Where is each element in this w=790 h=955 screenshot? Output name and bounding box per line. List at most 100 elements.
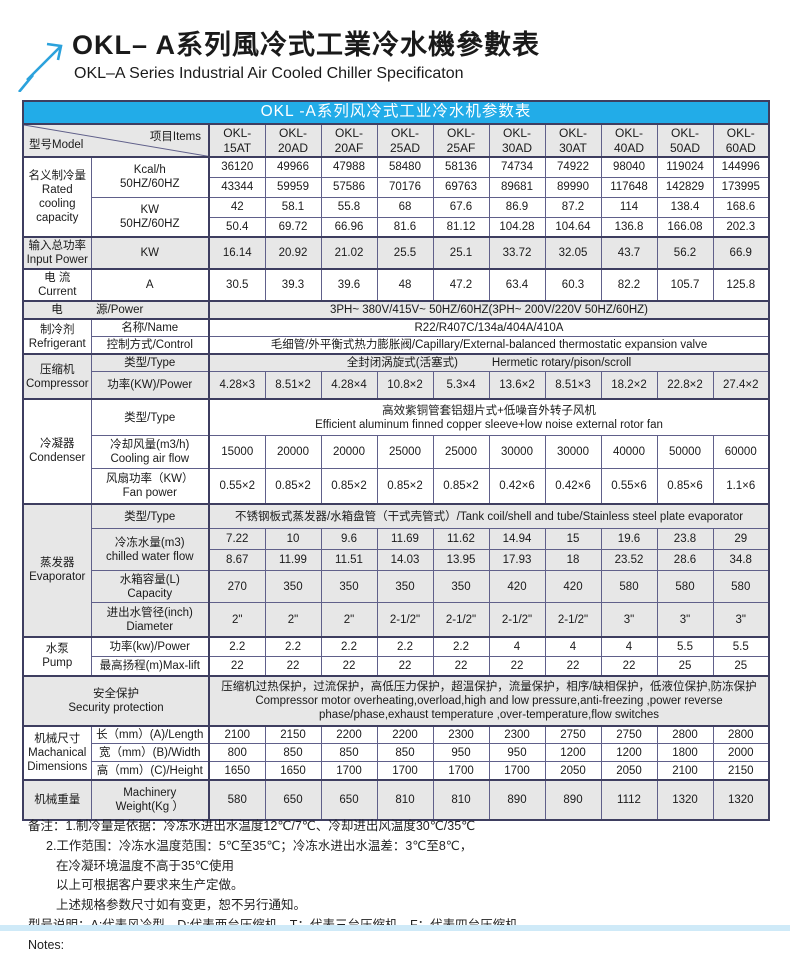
input-power-unit-label: KW (91, 237, 209, 269)
model-header-line: OKL- (548, 126, 599, 141)
pipe-diameter-value: 2" (321, 603, 377, 637)
tank-capacity-value: 580 (713, 571, 769, 603)
height-value: 2050 (545, 762, 601, 780)
condenser-type-value-line: Efficient aluminum finned copper sleeve+… (212, 418, 766, 432)
kw-50hz-value: 168.6 (713, 197, 769, 217)
pipe-diameter-value: 2-1/2" (377, 603, 433, 637)
current-value: 82.2 (601, 269, 657, 301)
model-header-line: 50AD (660, 141, 711, 156)
tank-capacity-label-line: Capacity (94, 587, 207, 601)
input-power-value: 66.9 (713, 237, 769, 269)
condenser-type-value-line: 高效紫铜管套铝翅片式+低噪音外转子风机 (212, 404, 766, 418)
power-supply-label-flex: 电源/Power (24, 303, 208, 317)
compressor-power-value: 13.6×2 (489, 372, 545, 399)
width-value: 850 (377, 744, 433, 762)
kw-50hz-value: 86.9 (489, 197, 545, 217)
kcal-60hz-value: 142829 (657, 177, 713, 197)
compressor-power-label: 功率(KW)/Power (91, 372, 209, 399)
kcal-50hz-value: 58480 (377, 157, 433, 177)
condenser-fan-label-line: 风扇功率（KW） (94, 472, 207, 486)
length-value: 2300 (433, 726, 489, 744)
height-value: 1650 (265, 762, 321, 780)
max-lift-value: 22 (265, 657, 321, 676)
width-value: 1200 (601, 744, 657, 762)
pipe-diameter-value: 3" (601, 603, 657, 637)
kw-50hz-value: 55.8 (321, 197, 377, 217)
width-value: 950 (433, 744, 489, 762)
pipe-diameter-value: 3" (657, 603, 713, 637)
width-value: 800 (209, 744, 265, 762)
security-value-en: Compressor motor overheating,overload,hi… (212, 694, 766, 722)
height-value: 1700 (321, 762, 377, 780)
pump-group-label-line: 水泵 (26, 642, 89, 656)
kw-60hz-value: 69.72 (265, 217, 321, 237)
compressor-power-value: 4.28×4 (321, 372, 377, 399)
evaporator-type-value: 不锈钢板式蒸发器/水箱盘管（干式壳管式）/Tank coil/shell and… (209, 504, 769, 529)
security-value: 压缩机过热保护，过流保护，高低压力保护，超温保护，流量保护，相序/缺相保护，低液… (209, 676, 769, 726)
max-lift-value: 22 (545, 657, 601, 676)
max-lift-value: 22 (601, 657, 657, 676)
evaporator-group-label-line: Evaporator (26, 570, 89, 584)
model-header: OKL-60AD (713, 124, 769, 157)
condenser-airflow-label-line: Cooling air flow (94, 452, 207, 466)
capacity-group-label-line: cooling (26, 197, 89, 211)
fan-power-value: 0.85×6 (657, 469, 713, 504)
weight-value: 810 (433, 780, 489, 820)
security-group-label-line: Security protection (26, 701, 206, 715)
kcal-50hz-value: 74922 (545, 157, 601, 177)
weight-value: 580 (209, 780, 265, 820)
max-lift-value: 25 (713, 657, 769, 676)
weight-value: 890 (545, 780, 601, 820)
chilled-water-flow-value: 11.69 (377, 529, 433, 550)
cooling-air-flow-value: 40000 (601, 436, 657, 469)
weight-value: 890 (489, 780, 545, 820)
fan-power-value: 0.85×2 (377, 469, 433, 504)
pump-power-value: 2.2 (265, 637, 321, 657)
kcal-60hz-value: 43344 (209, 177, 265, 197)
chilled-water-flow-value: 11.62 (433, 529, 489, 550)
dimensions-group-label-line: Machanical (26, 746, 89, 760)
width-value: 850 (321, 744, 377, 762)
cooling-air-flow-value: 20000 (321, 436, 377, 469)
fan-power-value: 0.85×2 (265, 469, 321, 504)
input-power-value: 20.92 (265, 237, 321, 269)
chilled-water-flow-value: 15 (545, 529, 601, 550)
cooling-air-flow-value: 60000 (713, 436, 769, 469)
chilled-water-flow-value: 11.99 (265, 550, 321, 571)
kcal-50hz-value: 47988 (321, 157, 377, 177)
pipe-diameter-value: 2-1/2" (433, 603, 489, 637)
condenser-group-label-line: Condenser (26, 451, 89, 465)
model-header: OKL-30AT (545, 124, 601, 157)
power-supply-label: 电源/Power (23, 301, 209, 319)
kcal-60hz-value: 173995 (713, 177, 769, 197)
model-header: OKL-15AT (209, 124, 265, 157)
current-value: 105.7 (657, 269, 713, 301)
pipe-diameter-label-line: 进出水管径(inch) (94, 606, 207, 620)
kcal-50hz-value: 119024 (657, 157, 713, 177)
pipe-diameter-value: 3" (713, 603, 769, 637)
weight-unit-label-line: Machinery (94, 786, 207, 800)
corner-items-label: 项目Items (150, 130, 201, 144)
chilled-water-flow-value: 10 (265, 529, 321, 550)
kw-50hz-value: 68 (377, 197, 433, 217)
current-value: 30.5 (209, 269, 265, 301)
kcal-60hz-value: 89681 (489, 177, 545, 197)
height-value: 1650 (209, 762, 265, 780)
model-header: OKL-40AD (601, 124, 657, 157)
weight-value: 650 (265, 780, 321, 820)
tank-capacity-value: 350 (265, 571, 321, 603)
pipe-diameter-value: 2-1/2" (489, 603, 545, 637)
tank-capacity-value: 580 (601, 571, 657, 603)
kcal-60hz-value: 117648 (601, 177, 657, 197)
tank-capacity-value: 580 (657, 571, 713, 603)
chilled-water-flow-value: 13.95 (433, 550, 489, 571)
cooling-air-flow-value: 15000 (209, 436, 265, 469)
model-header-line: OKL- (604, 126, 655, 141)
tank-capacity-value: 350 (433, 571, 489, 603)
compressor-type-value: 全封闭涡旋式(活塞式)Hermetic rotary/pison/scroll (209, 354, 769, 372)
pump-power-value: 2.2 (377, 637, 433, 657)
